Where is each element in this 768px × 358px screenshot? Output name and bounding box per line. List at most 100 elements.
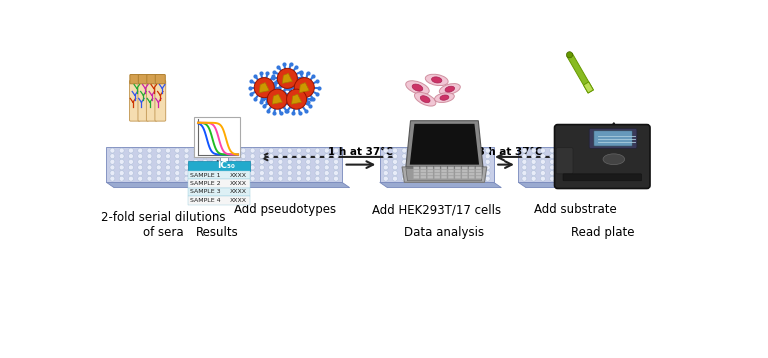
Circle shape xyxy=(596,165,601,170)
Circle shape xyxy=(383,159,389,164)
Polygon shape xyxy=(402,167,487,182)
Circle shape xyxy=(568,171,573,175)
Circle shape xyxy=(550,159,554,164)
Circle shape xyxy=(383,154,389,159)
Circle shape xyxy=(277,68,297,88)
Ellipse shape xyxy=(425,74,449,86)
Text: XXXX: XXXX xyxy=(230,198,247,203)
Text: SAMPLE 1: SAMPLE 1 xyxy=(190,173,221,178)
FancyBboxPatch shape xyxy=(413,167,419,169)
Circle shape xyxy=(287,165,292,170)
Circle shape xyxy=(458,171,462,175)
Circle shape xyxy=(476,148,481,153)
Circle shape xyxy=(439,154,444,159)
Circle shape xyxy=(383,176,389,181)
Circle shape xyxy=(212,154,217,159)
Ellipse shape xyxy=(406,81,429,95)
FancyBboxPatch shape xyxy=(448,173,454,176)
Circle shape xyxy=(485,159,490,164)
FancyBboxPatch shape xyxy=(441,176,447,179)
Circle shape xyxy=(156,165,161,170)
FancyBboxPatch shape xyxy=(468,167,475,169)
Circle shape xyxy=(624,176,629,181)
Text: SAMPLE 4: SAMPLE 4 xyxy=(190,198,221,203)
Circle shape xyxy=(485,148,490,153)
Circle shape xyxy=(267,89,287,109)
Circle shape xyxy=(269,165,273,170)
Circle shape xyxy=(458,154,462,159)
Circle shape xyxy=(439,176,444,181)
Circle shape xyxy=(429,148,435,153)
Circle shape xyxy=(596,159,601,164)
Circle shape xyxy=(411,148,416,153)
FancyBboxPatch shape xyxy=(448,170,454,173)
Circle shape xyxy=(306,171,311,175)
Circle shape xyxy=(166,148,170,153)
Circle shape xyxy=(184,171,189,175)
Polygon shape xyxy=(518,182,640,188)
Circle shape xyxy=(137,154,143,159)
Circle shape xyxy=(567,52,573,58)
Circle shape xyxy=(402,154,407,159)
Circle shape xyxy=(260,154,264,159)
Circle shape xyxy=(596,176,601,181)
Circle shape xyxy=(476,171,481,175)
FancyBboxPatch shape xyxy=(556,148,573,174)
FancyBboxPatch shape xyxy=(147,80,157,121)
Circle shape xyxy=(110,176,115,181)
Circle shape xyxy=(578,154,582,159)
Circle shape xyxy=(203,148,207,153)
Circle shape xyxy=(541,165,545,170)
Circle shape xyxy=(315,154,320,159)
FancyBboxPatch shape xyxy=(155,80,166,121)
Text: XXXX: XXXX xyxy=(230,181,247,186)
Circle shape xyxy=(541,148,545,153)
Circle shape xyxy=(578,159,582,164)
Text: Data analysis: Data analysis xyxy=(405,226,485,239)
Text: 2-fold serial dilutions
of sera: 2-fold serial dilutions of sera xyxy=(101,211,226,239)
Text: SAMPLE 3: SAMPLE 3 xyxy=(190,189,221,194)
Circle shape xyxy=(449,165,453,170)
Circle shape xyxy=(110,165,115,170)
Circle shape xyxy=(485,154,490,159)
FancyBboxPatch shape xyxy=(130,80,141,121)
Circle shape xyxy=(467,159,472,164)
Circle shape xyxy=(485,171,490,175)
Circle shape xyxy=(166,159,170,164)
Circle shape xyxy=(550,165,554,170)
Circle shape xyxy=(550,148,554,153)
Polygon shape xyxy=(283,73,293,83)
Circle shape xyxy=(137,148,143,153)
Circle shape xyxy=(296,165,301,170)
FancyBboxPatch shape xyxy=(589,129,637,149)
FancyBboxPatch shape xyxy=(138,80,149,121)
Circle shape xyxy=(383,171,389,175)
Circle shape xyxy=(128,165,134,170)
Polygon shape xyxy=(292,94,302,104)
Text: SAMPLE 2: SAMPLE 2 xyxy=(190,181,221,186)
FancyBboxPatch shape xyxy=(434,176,440,179)
Circle shape xyxy=(296,171,301,175)
Circle shape xyxy=(250,148,255,153)
Circle shape xyxy=(614,154,620,159)
Circle shape xyxy=(392,148,398,153)
Circle shape xyxy=(212,148,217,153)
Circle shape xyxy=(137,165,143,170)
Circle shape xyxy=(392,154,398,159)
Circle shape xyxy=(232,154,237,159)
Circle shape xyxy=(232,176,237,181)
Circle shape xyxy=(429,171,435,175)
FancyBboxPatch shape xyxy=(427,170,433,173)
FancyBboxPatch shape xyxy=(420,176,426,179)
Circle shape xyxy=(278,176,283,181)
Circle shape xyxy=(287,176,292,181)
Circle shape xyxy=(541,154,545,159)
Circle shape xyxy=(411,154,416,159)
Circle shape xyxy=(250,176,255,181)
Circle shape xyxy=(119,154,124,159)
Circle shape xyxy=(578,171,582,175)
Circle shape xyxy=(296,148,301,153)
FancyBboxPatch shape xyxy=(130,74,140,84)
FancyBboxPatch shape xyxy=(462,170,468,173)
Circle shape xyxy=(278,159,283,164)
